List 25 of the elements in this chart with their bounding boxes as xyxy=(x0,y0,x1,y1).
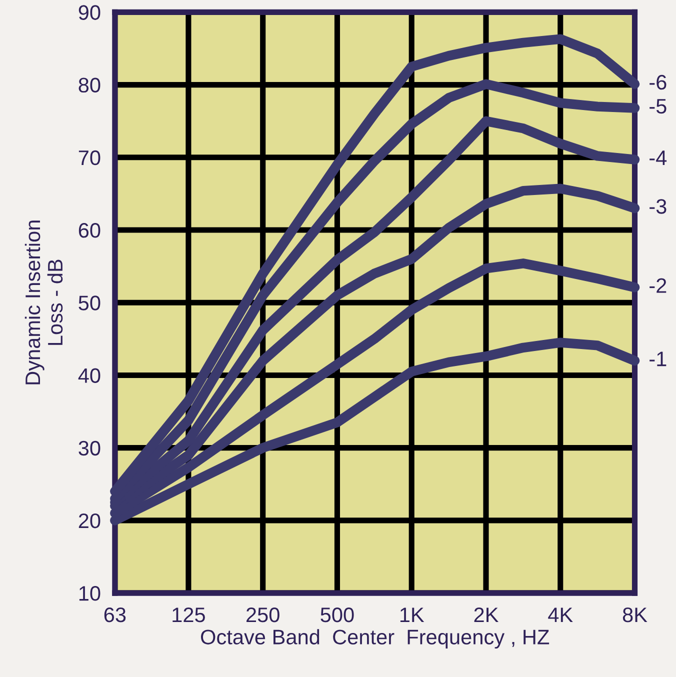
y-tick-label: 90 xyxy=(78,5,100,20)
x-tick-label: 125 xyxy=(172,607,205,622)
y-tick-label: 60 xyxy=(78,223,100,238)
series-label: -4 xyxy=(650,150,667,165)
x-tick-label: 250 xyxy=(246,607,280,622)
y-tick-label: 50 xyxy=(78,296,100,310)
x-axis-title: Octave Band Center Frequency , HZ xyxy=(200,629,550,649)
y-tick-label: 20 xyxy=(78,513,100,528)
series-label: -2 xyxy=(650,278,666,293)
series-label: -5 xyxy=(650,99,666,114)
series-label: -6 xyxy=(650,74,666,90)
y-tick-label: 70 xyxy=(78,150,100,166)
x-tick-label: 500 xyxy=(320,607,354,622)
y-tick-label: 40 xyxy=(78,368,100,383)
y-tick-label: 80 xyxy=(78,78,100,93)
x-tick-label: 1K xyxy=(400,608,424,622)
y-axis-title: Dynamic Insertion Loss - dB xyxy=(24,220,63,384)
series-label: -3 xyxy=(650,199,666,214)
x-tick-label: 63 xyxy=(104,607,126,622)
series-label: -1 xyxy=(650,352,666,366)
x-tick-label: 8K xyxy=(622,607,648,622)
x-tick-label: 2K xyxy=(474,607,498,622)
y-tick-label: 30 xyxy=(78,440,100,456)
x-tick-label: 4K xyxy=(548,608,573,622)
y-tick-label: 10 xyxy=(79,586,100,601)
